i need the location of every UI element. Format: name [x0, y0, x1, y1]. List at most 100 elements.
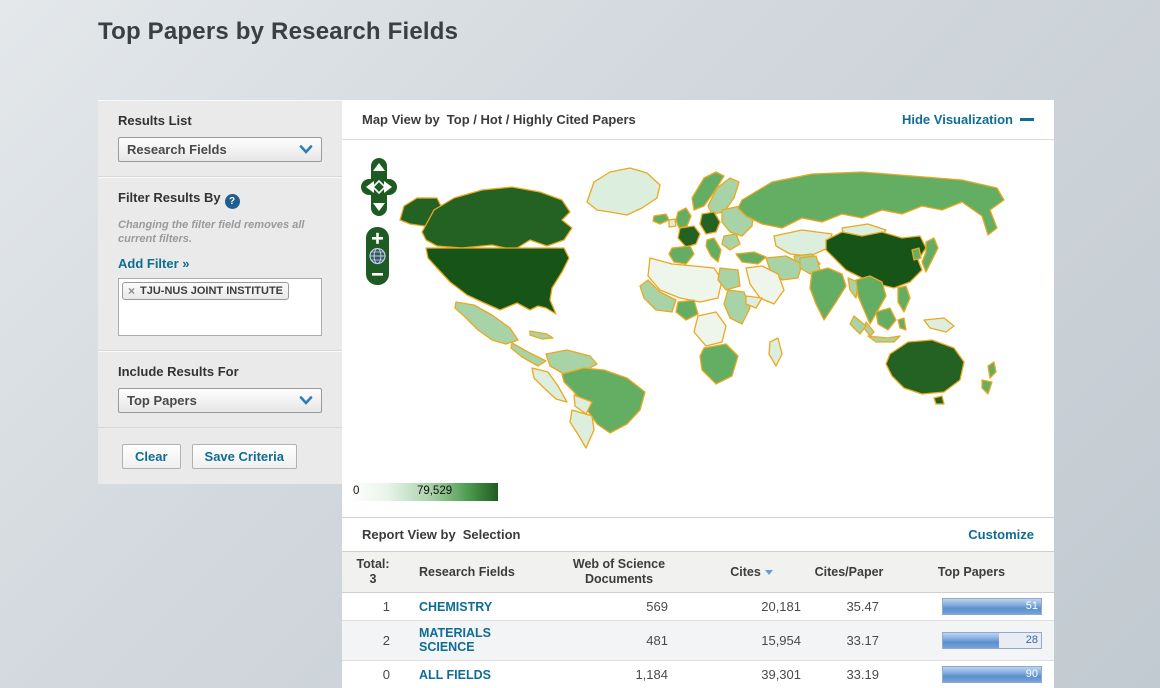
map-color-legend: 0 79,529	[350, 483, 498, 501]
report-table: Total: 3 Research Fields Web of Science …	[342, 551, 1054, 688]
results-list-section: Results List Research Fields	[98, 100, 342, 177]
map-view-title-prefix: Map View by	[362, 112, 440, 127]
filter-tag[interactable]: × TJU-NUS JOINT INSTITUTE	[122, 282, 289, 300]
row-cites-per-paper: 33.19	[809, 660, 889, 688]
row-cites: 20,181	[694, 593, 809, 621]
row-cites-per-paper: 35.47	[809, 593, 889, 621]
row-documents: 1,184	[544, 660, 694, 688]
country-shape	[700, 344, 738, 384]
bar-value: 90	[1026, 667, 1038, 682]
results-list-selected-value: Research Fields	[127, 142, 227, 157]
country-shape	[669, 219, 676, 227]
hide-visualization-label: Hide Visualization	[902, 112, 1013, 127]
country-shape	[426, 248, 569, 314]
country-shape	[934, 396, 944, 404]
country-shape	[676, 208, 691, 228]
cites-header-label: Cites	[730, 565, 761, 579]
save-criteria-button[interactable]: Save Criteria	[192, 444, 298, 469]
report-view-title-prefix: Report View by	[362, 527, 456, 542]
country-shape	[678, 226, 700, 247]
legend-max-value: 79,529	[417, 485, 452, 497]
table-row: 2 MATERIALS SCIENCE 481 15,954 33.17 28	[342, 621, 1054, 661]
country-shape	[736, 252, 766, 264]
country-shape	[587, 168, 660, 215]
filter-results-by-label: Filter Results By?	[118, 190, 322, 209]
include-results-section: Include Results For Top Papers	[98, 351, 342, 428]
country-shape	[922, 238, 938, 272]
country-shape	[422, 187, 572, 250]
country-shape	[722, 234, 740, 250]
filter-section: Filter Results By? Changing the filter f…	[98, 177, 342, 351]
clear-button[interactable]: Clear	[122, 444, 181, 469]
remove-filter-icon[interactable]: ×	[128, 285, 135, 297]
country-shape	[876, 308, 896, 330]
help-icon[interactable]: ?	[225, 194, 240, 209]
world-map[interactable]	[342, 140, 1054, 517]
page-title: Top Papers by Research Fields	[98, 18, 458, 46]
column-header-cites-per-paper[interactable]: Cites/Paper	[809, 552, 889, 593]
country-shape	[676, 300, 698, 320]
column-header-total: Total: 3	[342, 552, 404, 593]
map-view-header: Map View byTop / Hot / Highly Cited Pape…	[342, 100, 1054, 140]
bar-value: 28	[1026, 633, 1038, 648]
column-header-research-fields[interactable]: Research Fields	[404, 552, 544, 593]
results-list-dropdown[interactable]: Research Fields	[118, 137, 322, 162]
country-shape	[810, 268, 846, 320]
country-shape	[511, 343, 546, 366]
total-count: 3	[346, 572, 400, 587]
country-shape	[669, 246, 694, 264]
zoom-out-button[interactable]	[372, 273, 383, 276]
filter-results-by-text: Filter Results By	[118, 190, 221, 205]
top-papers-bar: 28	[942, 632, 1042, 649]
minus-icon	[1020, 118, 1034, 121]
country-shape	[570, 410, 594, 448]
active-filters-box: × TJU-NUS JOINT INSTITUTE	[118, 278, 322, 336]
field-link[interactable]: MATERIALS SCIENCE	[419, 626, 540, 655]
row-documents: 569	[544, 593, 694, 621]
row-cites-per-paper: 33.17	[809, 621, 889, 661]
customize-link[interactable]: Customize	[968, 527, 1034, 542]
country-shape	[868, 336, 900, 342]
table-row: 1 CHEMISTRY 569 20,181 35.47 51	[342, 593, 1054, 621]
content-layout: Results List Research Fields Filter Resu…	[98, 100, 1054, 688]
country-shape	[924, 318, 954, 332]
include-results-selected-value: Top Papers	[127, 393, 197, 408]
country-shape	[700, 212, 720, 234]
map-zoom-control[interactable]	[366, 227, 390, 285]
results-list-label: Results List	[118, 113, 322, 128]
table-row: 0 ALL FIELDS 1,184 39,301 33.19 90	[342, 660, 1054, 688]
include-results-label: Include Results For	[118, 364, 322, 379]
country-shape	[898, 318, 906, 330]
add-filter-link[interactable]: Add Filter »	[118, 256, 190, 271]
country-shape	[982, 380, 992, 394]
country-shape	[455, 302, 518, 344]
table-header-row: Total: 3 Research Fields Web of Science …	[342, 552, 1054, 593]
row-rank: 2	[342, 621, 404, 661]
map-area: 0 79,529	[342, 140, 1054, 517]
country-shape	[694, 312, 726, 346]
row-rank: 1	[342, 593, 404, 621]
row-cites: 15,954	[694, 621, 809, 661]
sidebar-actions: Clear Save Criteria	[98, 428, 342, 484]
customize-label: Customize	[968, 527, 1034, 542]
map-pan-control[interactable]	[360, 158, 398, 216]
map-view-title: Map View byTop / Hot / Highly Cited Pape…	[362, 112, 636, 127]
hide-visualization-link[interactable]: Hide Visualization	[902, 112, 1034, 127]
field-link[interactable]: ALL FIELDS	[419, 668, 491, 682]
column-header-top-papers[interactable]: Top Papers	[889, 552, 1054, 593]
main-panel: Map View byTop / Hot / Highly Cited Pape…	[342, 100, 1054, 688]
country-shape	[706, 238, 721, 262]
field-link[interactable]: CHEMISTRY	[419, 600, 492, 614]
country-shape	[774, 230, 832, 256]
sort-desc-icon	[765, 570, 773, 575]
country-shape	[886, 340, 964, 394]
include-results-dropdown[interactable]: Top Papers	[118, 388, 322, 413]
country-shape	[912, 248, 921, 260]
column-header-documents[interactable]: Web of Science Documents	[544, 552, 694, 593]
country-shape	[718, 268, 740, 290]
column-header-cites[interactable]: Cites	[694, 552, 809, 593]
row-documents: 481	[544, 621, 694, 661]
country-shape	[724, 290, 750, 324]
globe-icon[interactable]	[370, 249, 385, 264]
country-shape	[530, 331, 553, 339]
